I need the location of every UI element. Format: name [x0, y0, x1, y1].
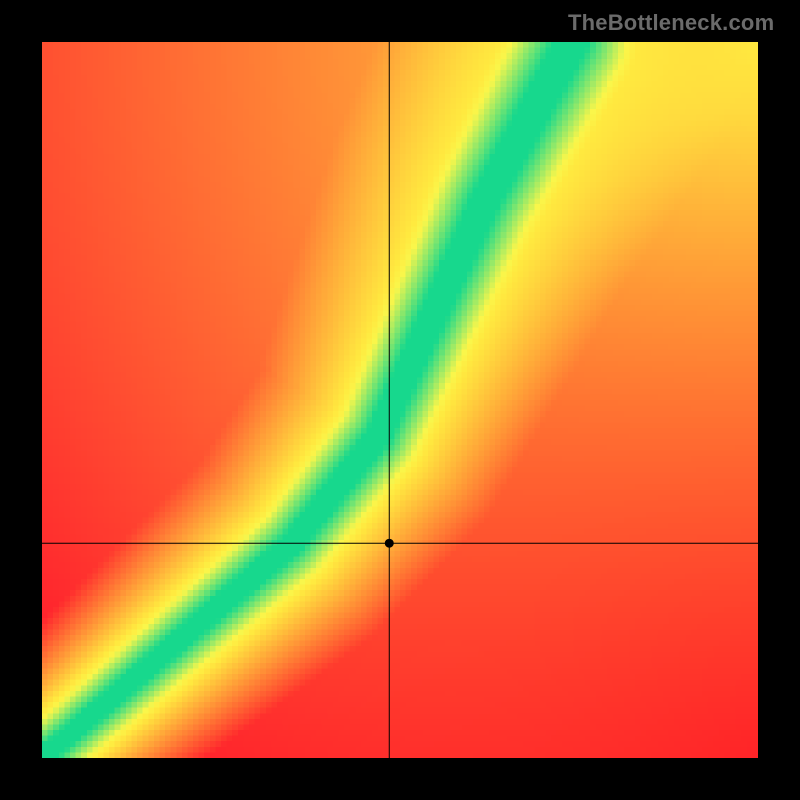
bottleneck-heatmap — [42, 42, 758, 758]
watermark-text: TheBottleneck.com — [568, 10, 774, 36]
chart-container: TheBottleneck.com — [0, 0, 800, 800]
